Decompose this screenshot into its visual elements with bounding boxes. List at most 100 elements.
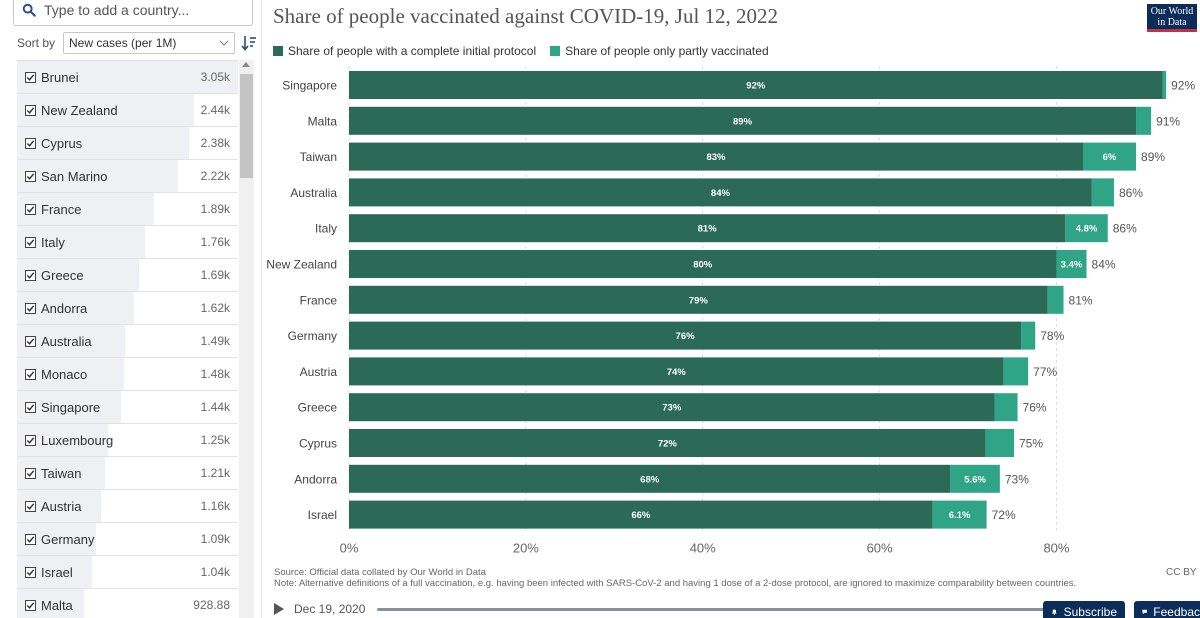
legend-item-partial[interactable]: Share of people only partly vaccinated — [550, 44, 769, 58]
scrollbar-thumb[interactable] — [240, 74, 253, 178]
bar-full-italy[interactable] — [349, 214, 1066, 243]
country-checkbox[interactable] — [25, 401, 36, 413]
country-row[interactable]: New Zealand 2.44k — [17, 94, 238, 127]
bar-partial-malta[interactable] — [1136, 106, 1152, 135]
x-tick-label: 60% — [867, 540, 893, 555]
bar-partial-cyprus[interactable] — [985, 429, 1015, 457]
country-row[interactable]: Brunei 3.05k — [17, 61, 238, 94]
bar-total-label: 92% — [1171, 79, 1195, 93]
country-checkbox[interactable] — [25, 335, 36, 347]
checkmark-icon — [26, 403, 35, 411]
bar-full-germany[interactable] — [349, 321, 1022, 350]
bar-full-singapore[interactable] — [349, 71, 1163, 99]
legend-item-full[interactable]: Share of people with a complete initial … — [273, 44, 536, 58]
bar-full-new-zealand[interactable] — [349, 250, 1057, 278]
country-row[interactable]: Taiwan 1.21k — [17, 457, 238, 490]
country-row[interactable]: Singapore 1.44k — [17, 391, 238, 424]
country-row[interactable]: Greece 1.69k — [17, 259, 238, 292]
country-row[interactable]: Malta 928.88 — [17, 589, 238, 618]
legend-swatch-full — [273, 46, 283, 56]
scroll-up-arrow-icon[interactable] — [242, 62, 250, 67]
country-checkbox[interactable] — [25, 170, 36, 182]
bar-partial-italy[interactable] — [1065, 214, 1108, 243]
country-row[interactable]: Andorra 1.62k — [17, 292, 238, 325]
bar-full-taiwan[interactable] — [349, 142, 1083, 171]
country-row[interactable]: France 1.89k — [17, 193, 238, 226]
bar-partial-australia[interactable] — [1091, 178, 1114, 207]
bar-partial-greece[interactable] — [994, 393, 1018, 422]
bar-partial-austria[interactable] — [1003, 357, 1029, 386]
bar-full-greece[interactable] — [349, 393, 995, 422]
search-box[interactable] — [13, 0, 253, 26]
bar-partial-value-label: 5.6% — [964, 474, 986, 485]
country-row[interactable]: Germany 1.09k — [17, 523, 238, 556]
country-checkbox[interactable] — [25, 104, 36, 116]
country-value: 3.05k — [200, 70, 230, 84]
country-row[interactable]: Australia 1.49k — [17, 325, 238, 358]
bar-full-cyprus[interactable] — [349, 429, 986, 457]
country-checkbox[interactable] — [25, 236, 36, 248]
bar-full-australia[interactable] — [349, 178, 1092, 207]
country-checkbox[interactable] — [25, 599, 36, 611]
country-sort-bar — [17, 160, 178, 192]
bar-full-austria[interactable] — [349, 357, 1004, 386]
bar-partial-new-zealand[interactable] — [1056, 250, 1087, 278]
timeline[interactable]: Dec 19, 2020 — [274, 600, 1054, 618]
bar-full-andorra[interactable] — [349, 464, 951, 493]
bar-full-israel[interactable] — [349, 500, 933, 529]
x-tick-label: 40% — [690, 540, 716, 555]
country-row[interactable]: San Marino 2.22k — [17, 160, 238, 193]
country-row[interactable]: Israel 1.04k — [17, 556, 238, 589]
country-row[interactable]: Austria 1.16k — [17, 490, 238, 523]
country-checkbox[interactable] — [25, 203, 36, 215]
category-label: Andorra — [294, 472, 337, 486]
country-row[interactable]: Cyprus 2.38k — [17, 127, 238, 160]
search-input[interactable] — [44, 2, 244, 18]
country-checkbox[interactable] — [25, 566, 36, 578]
sort-row: Sort by New cases (per 1M) — [17, 32, 257, 54]
checkmark-icon — [26, 238, 35, 246]
bar-partial-taiwan[interactable] — [1082, 142, 1137, 171]
country-row[interactable]: Italy 1.76k — [17, 226, 238, 259]
timeline-track[interactable] — [377, 607, 1054, 611]
license-label[interactable]: CC BY — [1166, 567, 1197, 578]
play-icon[interactable] — [274, 603, 284, 615]
category-label: Malta — [308, 114, 338, 128]
country-checkbox[interactable] — [25, 71, 36, 83]
owid-logo[interactable]: Our World in Data — [1147, 4, 1197, 32]
bar-partial-france[interactable] — [1047, 285, 1064, 314]
subscribe-label: Subscribe — [1063, 605, 1117, 618]
country-checkbox[interactable] — [25, 467, 36, 479]
legend-label-full: Share of people with a complete initial … — [288, 44, 537, 58]
sort-descending-icon[interactable] — [241, 35, 257, 51]
bar-partial-germany[interactable] — [1021, 321, 1036, 350]
feedback-label: Feedback — [1153, 605, 1200, 618]
checkmark-icon — [26, 106, 35, 114]
bar-partial-singapore[interactable] — [1162, 71, 1167, 99]
scrollbar[interactable] — [239, 60, 254, 618]
country-value: 2.22k — [200, 169, 230, 183]
country-checkbox[interactable] — [25, 269, 36, 281]
bar-partial-israel[interactable] — [932, 500, 987, 529]
bar-full-france[interactable] — [349, 285, 1048, 314]
bar-full-malta[interactable] — [349, 106, 1137, 135]
country-checkbox[interactable] — [25, 434, 36, 446]
country-checkbox[interactable] — [25, 302, 36, 314]
country-name: New Zealand — [41, 102, 118, 118]
country-list: Brunei 3.05k New Zealand 2.44k Cyprus 2.38k Sa… — [17, 60, 238, 618]
bar-total-label: 76% — [1023, 401, 1047, 415]
chevron-down-icon — [219, 40, 229, 46]
country-checkbox[interactable] — [25, 500, 36, 512]
country-row[interactable]: Luxembourg 1.25k — [17, 424, 238, 457]
feedback-button[interactable]: Feedback — [1134, 601, 1200, 618]
sort-select[interactable]: New cases (per 1M) — [63, 32, 235, 54]
bar-partial-andorra[interactable] — [950, 464, 1000, 493]
country-checkbox[interactable] — [25, 368, 36, 380]
country-name: Italy — [41, 234, 65, 250]
subscribe-button[interactable]: Subscribe — [1043, 601, 1125, 618]
country-sort-bar — [17, 94, 194, 126]
country-checkbox[interactable] — [25, 533, 36, 545]
country-row[interactable]: Monaco 1.48k — [17, 358, 238, 391]
country-checkbox[interactable] — [25, 137, 36, 149]
country-value: 2.38k — [200, 136, 230, 150]
